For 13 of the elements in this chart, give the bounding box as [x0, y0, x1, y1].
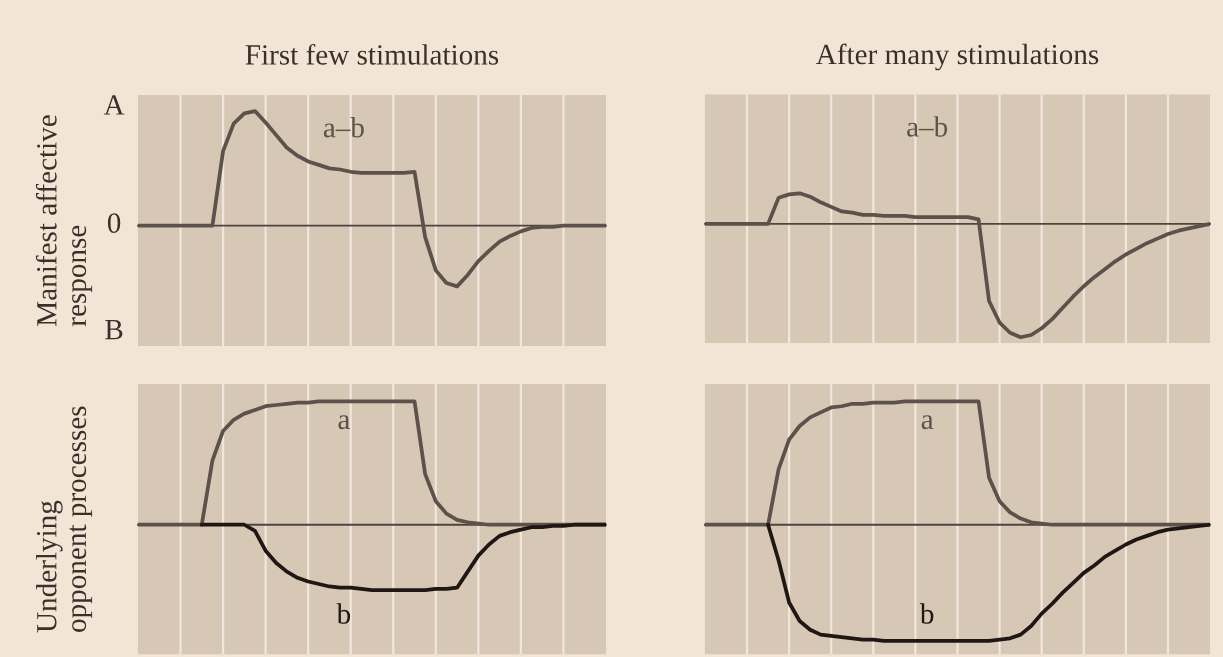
chart-title: First few stimulations	[245, 43, 499, 65]
series-label: b	[336, 603, 351, 624]
text: a–b	[907, 116, 948, 137]
y-axis-title: Manifest affective response	[35, 115, 93, 327]
series-label: a	[338, 415, 350, 430]
series-label: a	[921, 415, 934, 430]
y-axis-title: Underlying opponent processes	[36, 406, 93, 633]
series-label: a–b	[323, 116, 364, 138]
text: 0	[107, 213, 121, 233]
text: B	[105, 320, 123, 340]
text: A	[103, 95, 125, 115]
series-label: b	[919, 603, 934, 624]
chart-title: After many stimulations	[816, 43, 1099, 71]
